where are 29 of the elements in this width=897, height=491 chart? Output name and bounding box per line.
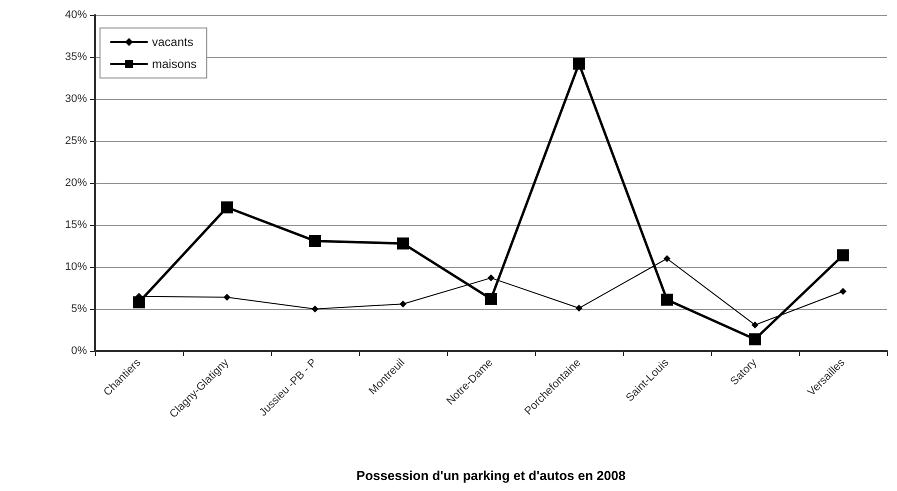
- point: [221, 201, 233, 214]
- legend-label: maisons: [152, 57, 197, 71]
- point: [840, 288, 846, 295]
- legend-label: vacants: [152, 35, 194, 49]
- y-tick-label: 15%: [64, 219, 88, 231]
- y-tick-label: 30%: [64, 93, 88, 105]
- point: [573, 58, 585, 70]
- point: [576, 304, 582, 312]
- y-tick-label: 10%: [64, 261, 88, 273]
- point: [400, 300, 406, 308]
- y-tick-label: 25%: [64, 135, 88, 147]
- point: [485, 292, 497, 305]
- point: [224, 294, 230, 301]
- x-axis-title: Possession d'un parking et d'autos en 2008: [356, 468, 626, 483]
- point: [661, 294, 673, 306]
- y-tick-label: 0%: [71, 345, 88, 357]
- y-tick-label: 5%: [71, 303, 88, 315]
- point: [133, 296, 145, 308]
- point: [752, 321, 758, 328]
- point: [749, 333, 761, 346]
- y-tick-label: 35%: [64, 51, 88, 63]
- y-tick-label: 40%: [64, 9, 88, 21]
- point: [664, 255, 670, 262]
- point: [397, 237, 409, 250]
- point: [309, 234, 321, 247]
- point: [837, 249, 849, 262]
- y-tick-label: 20%: [64, 177, 88, 189]
- point: [312, 306, 318, 312]
- point: [488, 274, 494, 282]
